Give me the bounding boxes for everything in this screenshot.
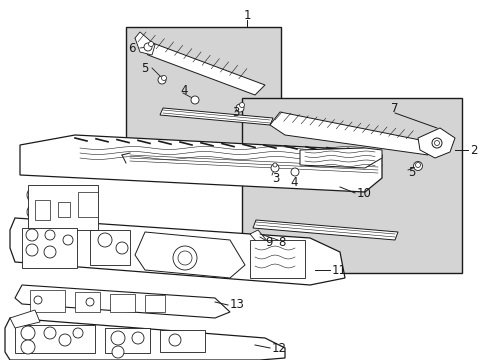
Circle shape (98, 233, 112, 247)
Polygon shape (5, 318, 285, 360)
Circle shape (236, 104, 244, 112)
Circle shape (161, 76, 166, 81)
Polygon shape (20, 135, 381, 192)
Circle shape (112, 346, 124, 358)
Circle shape (45, 230, 55, 240)
Text: 1: 1 (243, 9, 250, 22)
Polygon shape (10, 218, 345, 285)
Text: 12: 12 (271, 342, 286, 355)
Text: 8: 8 (278, 235, 285, 248)
Bar (110, 294, 135, 312)
Text: 4: 4 (180, 84, 187, 96)
Polygon shape (10, 310, 40, 328)
Circle shape (413, 162, 422, 171)
Polygon shape (249, 230, 267, 246)
Bar (58, 202, 70, 217)
Text: 5: 5 (407, 166, 414, 179)
Text: 3: 3 (231, 105, 239, 118)
Bar (22, 228, 77, 268)
Circle shape (169, 334, 181, 346)
Circle shape (26, 244, 38, 256)
Bar (15, 325, 95, 353)
Bar (145, 295, 164, 312)
Circle shape (21, 326, 35, 340)
Circle shape (111, 331, 125, 345)
Text: 7: 7 (390, 102, 398, 114)
Polygon shape (252, 220, 397, 240)
Text: 10: 10 (356, 186, 371, 199)
Bar (78, 192, 98, 217)
Circle shape (27, 187, 43, 203)
Polygon shape (299, 148, 381, 168)
Text: 6: 6 (128, 41, 136, 54)
Polygon shape (126, 153, 381, 175)
Text: 11: 11 (331, 264, 346, 276)
Circle shape (191, 96, 199, 104)
Circle shape (272, 163, 276, 167)
Circle shape (27, 204, 43, 220)
Bar (28, 185, 98, 230)
Circle shape (73, 328, 83, 338)
Bar (75, 292, 100, 312)
Text: 5: 5 (141, 62, 148, 75)
Bar (249, 240, 305, 278)
Circle shape (270, 164, 279, 172)
Ellipse shape (51, 209, 69, 221)
Circle shape (116, 242, 128, 254)
Polygon shape (135, 32, 155, 55)
Bar (105, 328, 150, 353)
Circle shape (63, 235, 73, 245)
Circle shape (51, 189, 65, 203)
Circle shape (158, 76, 165, 84)
Circle shape (178, 251, 192, 265)
Bar (160, 330, 204, 352)
Circle shape (86, 298, 94, 306)
Bar (126, 27, 281, 159)
Polygon shape (269, 112, 427, 155)
Text: 9: 9 (264, 235, 272, 248)
Text: 4: 4 (289, 176, 297, 189)
Polygon shape (417, 128, 454, 158)
Bar (30, 290, 65, 312)
Circle shape (434, 140, 439, 145)
Circle shape (143, 43, 152, 51)
Circle shape (132, 332, 143, 344)
Circle shape (415, 162, 420, 167)
Text: 3: 3 (271, 171, 279, 185)
Polygon shape (135, 232, 244, 278)
Circle shape (21, 340, 35, 354)
Circle shape (44, 327, 56, 339)
Circle shape (239, 103, 244, 108)
Circle shape (44, 246, 56, 258)
Polygon shape (135, 38, 264, 95)
Circle shape (148, 41, 153, 46)
Circle shape (34, 296, 42, 304)
Text: 13: 13 (229, 298, 244, 311)
Polygon shape (15, 285, 229, 318)
Circle shape (290, 168, 298, 176)
Circle shape (173, 246, 197, 270)
Circle shape (59, 334, 71, 346)
Circle shape (431, 138, 441, 148)
Bar (35, 200, 50, 220)
Circle shape (26, 229, 38, 241)
Text: 2: 2 (469, 144, 476, 157)
Polygon shape (160, 108, 272, 125)
Bar (90, 230, 130, 265)
Bar (242, 98, 461, 273)
